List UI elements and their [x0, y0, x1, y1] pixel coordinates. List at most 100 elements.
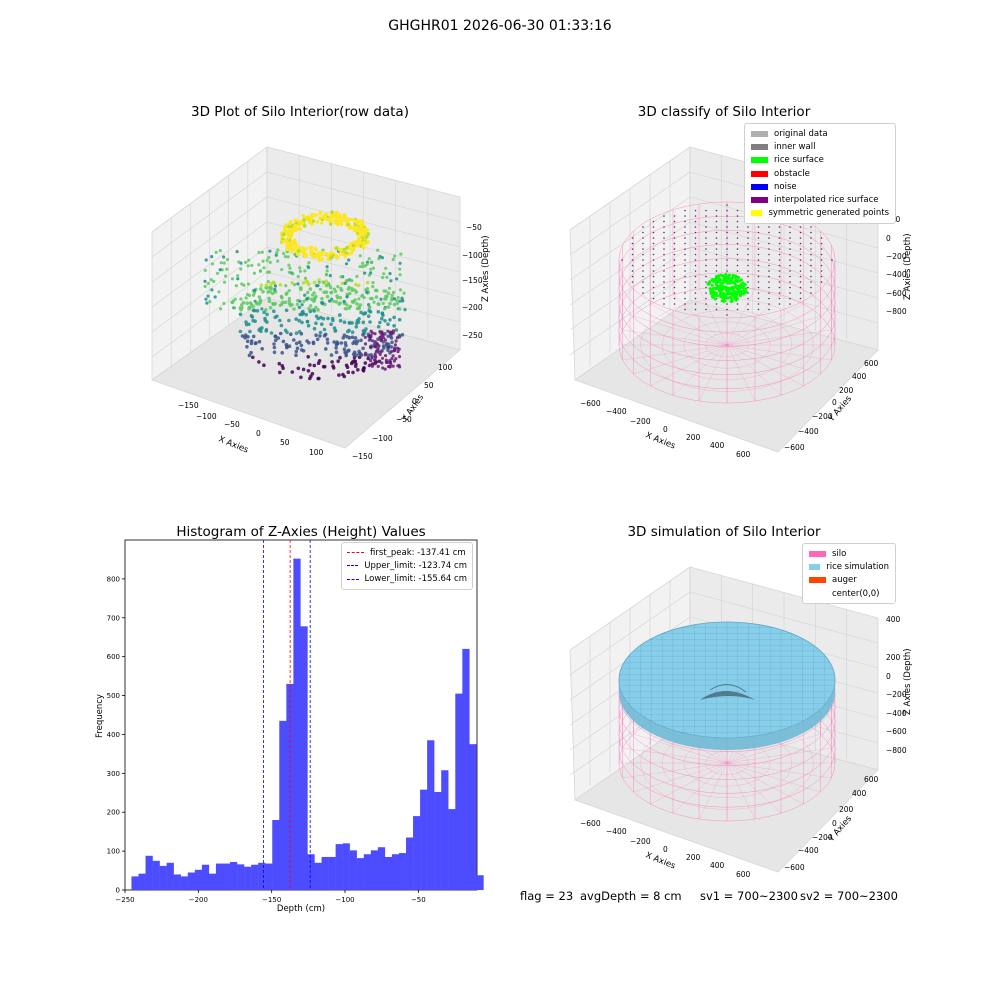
interpolated-point [642, 237, 644, 239]
raw-point [273, 334, 278, 338]
raw-point [370, 356, 374, 360]
raw-ring-point [320, 257, 325, 261]
raw-point [400, 333, 405, 337]
interpolated-point [736, 253, 739, 256]
interpolated-point [652, 231, 655, 234]
raw-ring-point [284, 238, 289, 243]
raw-ring-point [340, 252, 345, 256]
simulation-xlabel: X Axies [644, 851, 677, 872]
interpolated-point [631, 237, 634, 239]
raw-point [283, 255, 287, 259]
raw-point [290, 281, 294, 285]
raw-point [327, 299, 332, 303]
raw-point [389, 345, 394, 349]
histogram-bar [349, 850, 357, 890]
raw-point [218, 268, 222, 272]
raw-point [304, 279, 308, 283]
rice-surface-point [740, 292, 744, 296]
interpolated-point [789, 242, 791, 245]
raw-point [280, 268, 284, 272]
raw-ring-point [309, 248, 314, 253]
interpolated-point [747, 281, 749, 283]
interpolated-point [820, 264, 823, 267]
silo-floor-spoke [726, 315, 821, 346]
histogram-bar [363, 854, 372, 890]
raw-point [260, 326, 264, 330]
raw-ring-point [349, 217, 354, 222]
legend-label: original data [774, 128, 828, 139]
legend-label: first_peak: -137.41 cm [370, 547, 466, 558]
raw-point [365, 262, 369, 266]
raw-point [384, 354, 388, 358]
raw-point [369, 359, 373, 363]
rice-surface-point [739, 278, 743, 282]
raw-point [343, 350, 347, 354]
raw-point [222, 255, 226, 259]
simulation-ztick: −800 [886, 746, 907, 755]
interpolated-point [726, 220, 728, 223]
interpolated-point [757, 281, 760, 283]
interpolated-point [652, 237, 655, 239]
interpolated-point [810, 248, 812, 250]
raw-point [347, 321, 352, 325]
histogram-bar [244, 866, 252, 890]
raw-point [373, 352, 377, 356]
raw-point [388, 301, 392, 306]
interpolated-point [715, 209, 718, 212]
legend-swatch [751, 143, 768, 150]
rice-surface-point [724, 288, 728, 292]
raw-ring-point [343, 218, 347, 222]
interpolated-point [684, 237, 686, 239]
raw-point [281, 339, 286, 344]
simulation-xtick: 600 [736, 870, 751, 879]
interpolated-point [642, 292, 644, 294]
raw-point [354, 282, 358, 287]
legend-swatch [347, 565, 359, 567]
interpolated-point [684, 281, 686, 283]
interpolated-point [663, 275, 665, 278]
raw-point [350, 300, 354, 304]
interpolated-point [726, 226, 728, 228]
histogram-bar [420, 789, 428, 890]
legend-label: center(0,0) [832, 588, 880, 599]
interpolated-point [747, 275, 749, 278]
interpolated-point [799, 292, 802, 294]
legend-label: Lower_limit: -155.64 cm [364, 574, 467, 585]
raw-point [360, 265, 365, 269]
rice-surface-point [744, 290, 748, 294]
interpolated-point [747, 297, 749, 300]
grid-line [151, 271, 268, 358]
raw-point [399, 252, 403, 256]
interpolated-point [799, 264, 802, 267]
raw-point [245, 339, 250, 344]
raw-point [299, 343, 304, 348]
raw-point [361, 346, 365, 351]
raw-point [206, 281, 210, 285]
raw-point [342, 374, 347, 379]
interpolated-point [799, 281, 802, 283]
raw-point [353, 364, 358, 369]
interpolated-point [631, 281, 634, 283]
raw-point [379, 297, 383, 301]
raw-point [387, 345, 391, 349]
rice-surface-point [724, 285, 728, 289]
raw-point [208, 300, 212, 304]
raw-point [314, 333, 318, 337]
raw-point [333, 289, 338, 294]
raw-ring-point [317, 258, 322, 262]
raw-point [392, 359, 396, 363]
interpolated-point [694, 308, 697, 311]
interpolated-point [663, 242, 665, 245]
silo-floor-spoke [622, 344, 728, 361]
rice-surface-point [734, 278, 738, 282]
y-tick-label: 400 [107, 731, 120, 739]
interpolated-point [663, 303, 665, 305]
raw-point [290, 303, 294, 307]
interpolated-point [810, 237, 812, 239]
raw-ytick: 50 [424, 381, 434, 390]
rice-surface-point [736, 287, 740, 291]
raw-point [384, 294, 388, 298]
raw-point [324, 279, 329, 284]
interpolated-point [715, 215, 718, 217]
raw-point [273, 338, 278, 343]
